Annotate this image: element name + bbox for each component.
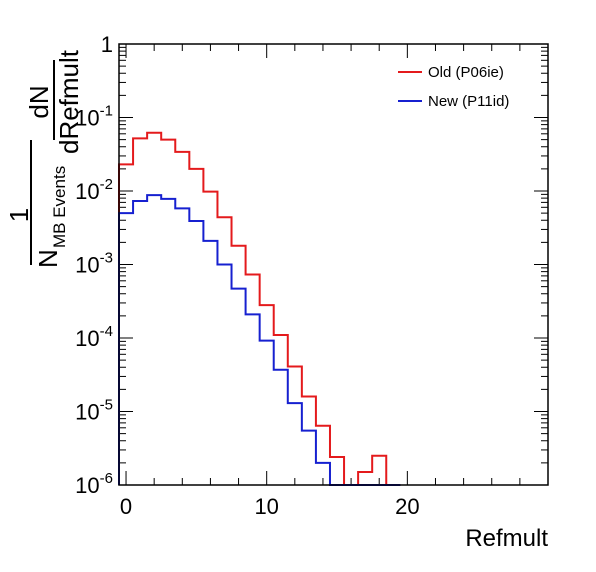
- x-tick-labels: 0 10 20: [120, 494, 420, 519]
- legend: Old (P06ie) New (P11id): [398, 64, 509, 110]
- y-tick-label: 10-2: [75, 176, 113, 204]
- plot-frame: [118, 43, 549, 486]
- y-axis-title: 1 N MB Events dN dRefmult: [4, 49, 84, 268]
- y-tick-labels: 1 10-1 10-2 10-3 10-4 10-5 10-6: [75, 32, 113, 498]
- x-tick-label: 0: [120, 494, 132, 519]
- y-label-fraction-top: dN: [24, 85, 54, 118]
- y-tick-label: 10-6: [75, 470, 113, 498]
- x-axis-title: Refmult: [465, 525, 548, 552]
- y-tick-label: 10-3: [75, 250, 113, 278]
- y-label-one: 1: [4, 208, 34, 222]
- y-tick-label: 10-4: [75, 323, 113, 351]
- series-line: [118, 194, 401, 486]
- y-label-denominator-base: N: [33, 249, 63, 268]
- x-tick-label: 10: [254, 494, 278, 519]
- y-tick-label: 10-1: [75, 103, 113, 131]
- y-tick-label: 1: [101, 32, 113, 57]
- legend-entry: Old (P06ie): [428, 64, 504, 81]
- legend-entry: New (P11id): [428, 93, 509, 110]
- y-label-fraction-bottom: dRefmult: [54, 49, 84, 154]
- y-label-denominator-sub: MB Events: [50, 166, 69, 248]
- y-tick-label: 10-5: [75, 397, 113, 425]
- x-tick-label: 20: [395, 494, 419, 519]
- y-label-n: N: [33, 249, 63, 268]
